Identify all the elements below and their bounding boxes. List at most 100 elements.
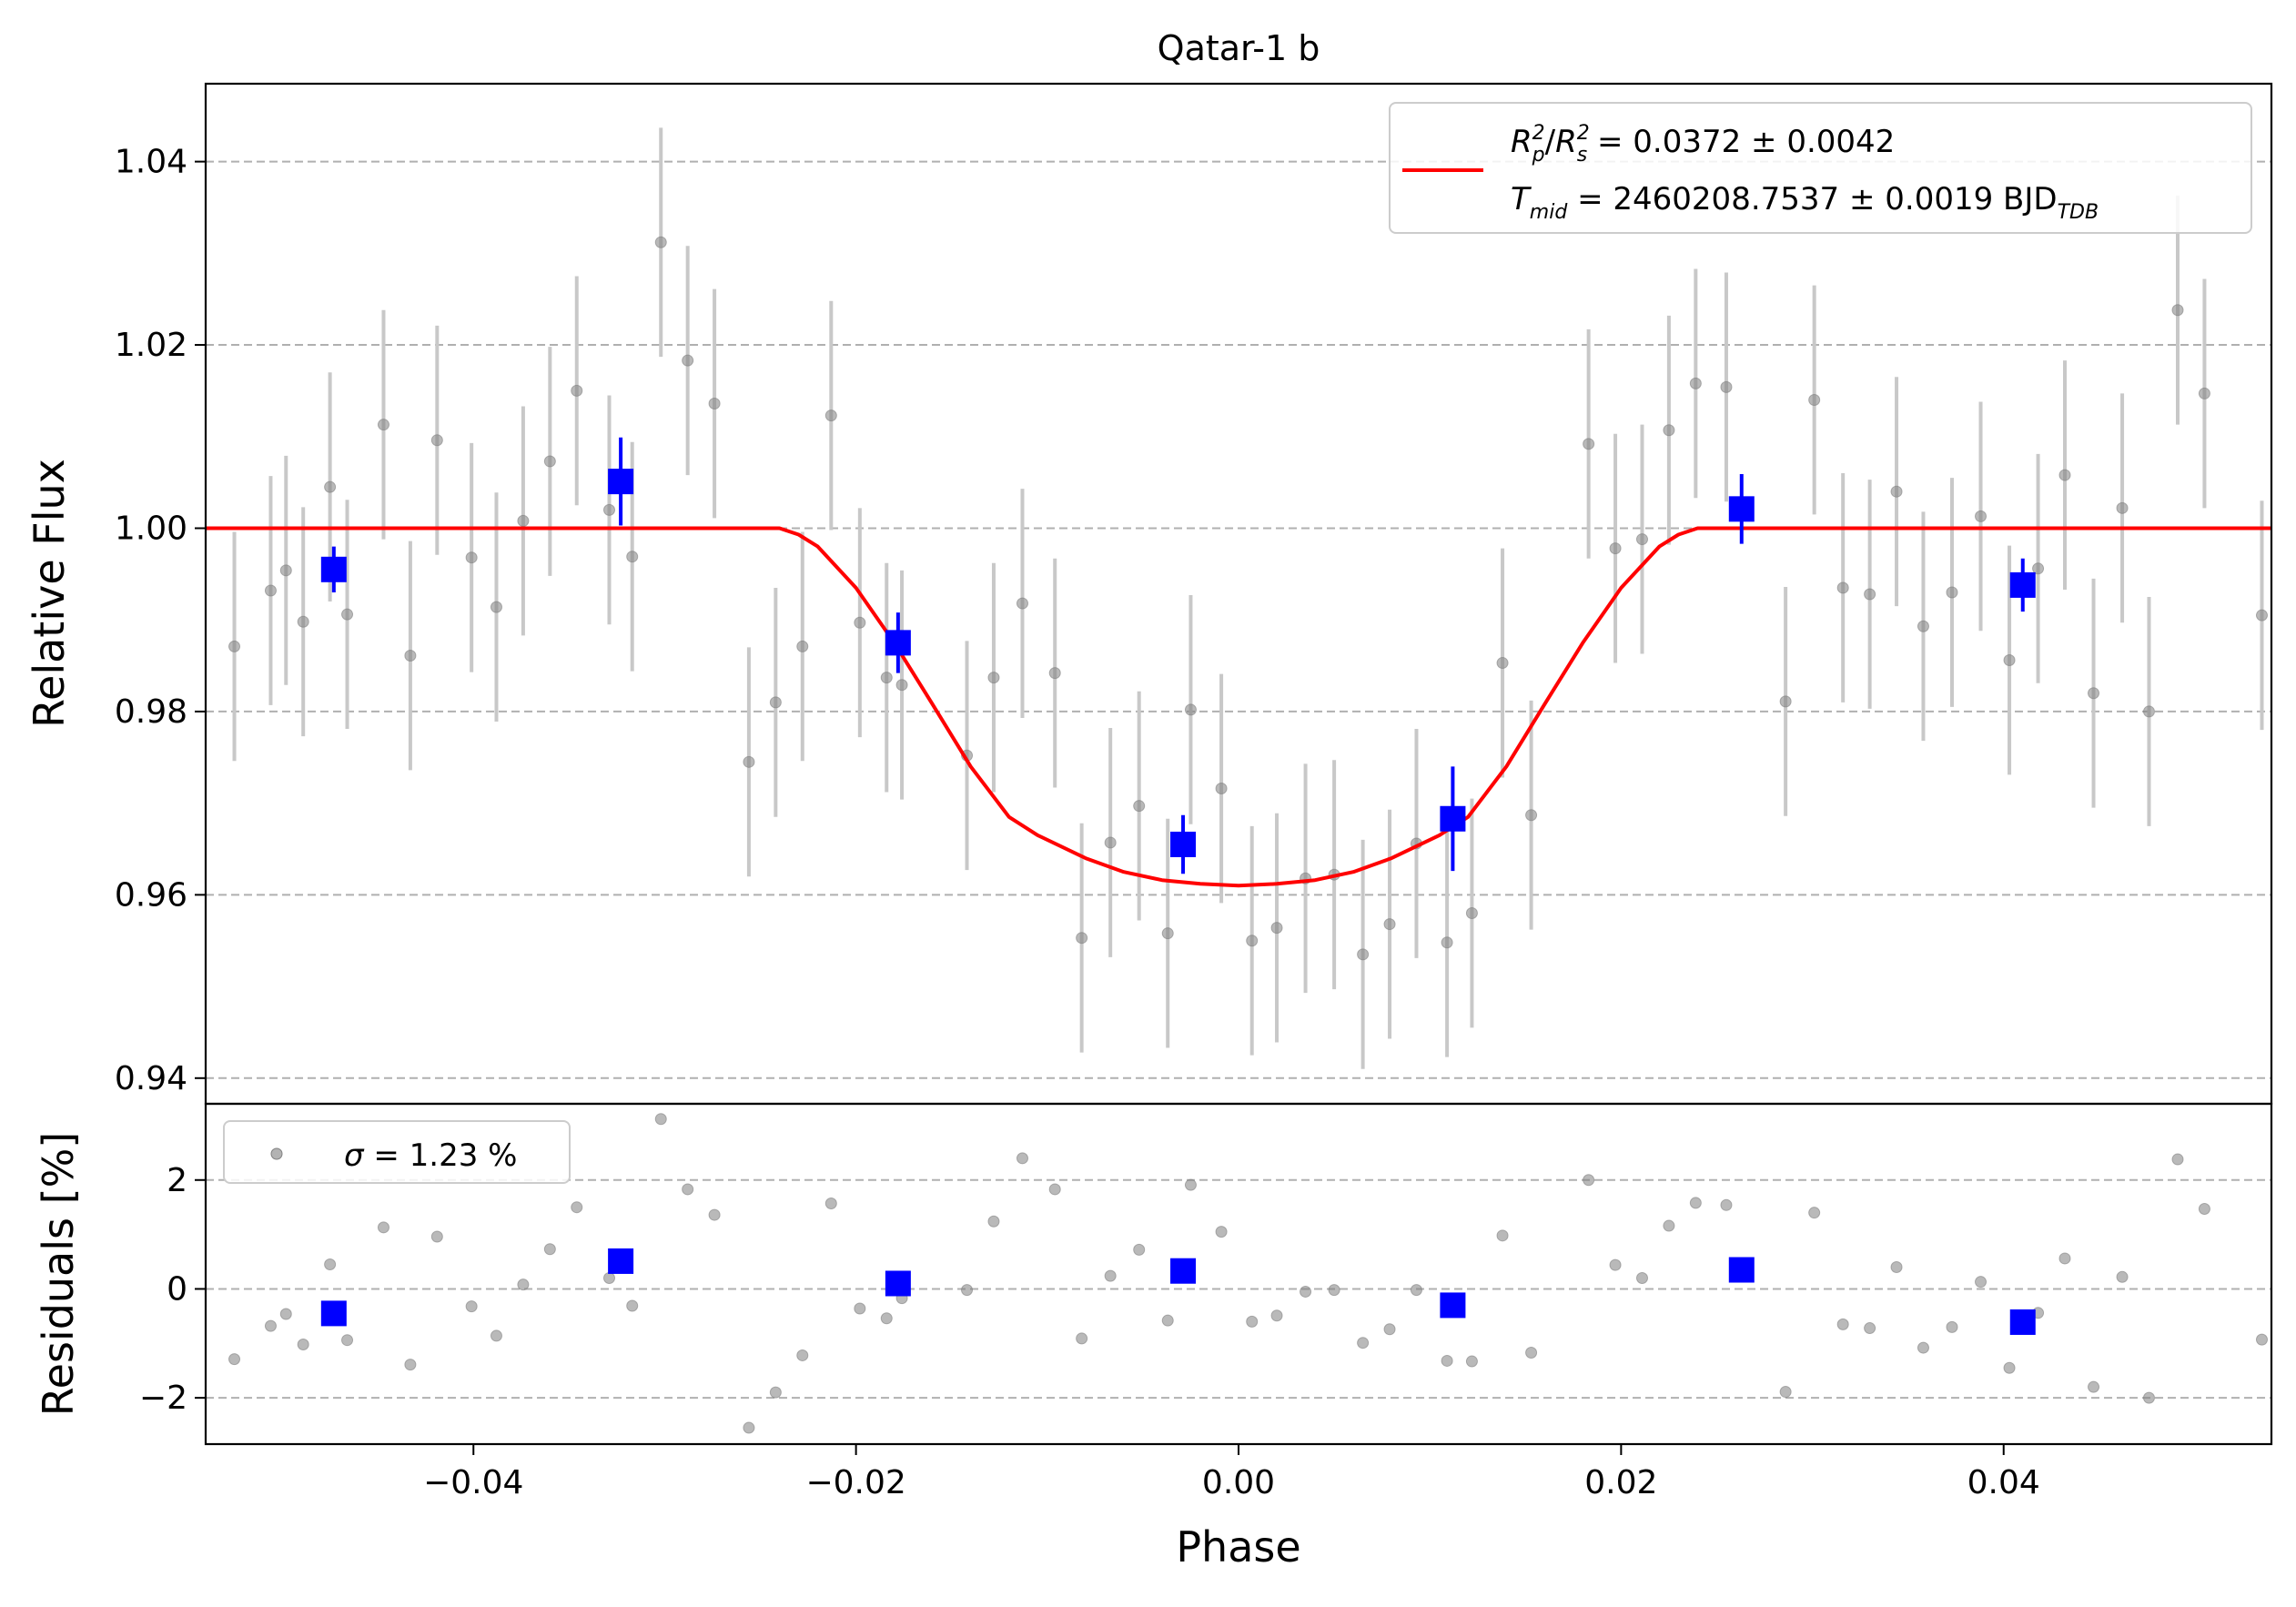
residual-point	[377, 1221, 389, 1234]
residual-point	[1689, 1197, 1702, 1209]
residual-point	[743, 1421, 755, 1434]
raw-point	[1246, 935, 1259, 947]
binned-points	[320, 437, 2036, 874]
residual-point	[1410, 1284, 1422, 1297]
residual-point	[1663, 1219, 1675, 1232]
raw-point	[2032, 562, 2045, 575]
residual-point	[1383, 1323, 1396, 1336]
residual-point	[1215, 1226, 1228, 1238]
raw-point	[1161, 927, 1174, 940]
main-y-tick-label: 0.94	[115, 1060, 187, 1097]
legend-midtime-t: T	[1511, 181, 1532, 217]
residual-point	[1328, 1284, 1340, 1297]
main-legend: R2 p/R2 s = 0.0372 ± 0.0042 Tmid = 2460208…	[1389, 102, 2252, 234]
legend-radius-ratio-b-sub: s	[1577, 144, 1587, 167]
residual-point	[1076, 1332, 1088, 1345]
raw-point	[1215, 783, 1228, 795]
raw-point	[2058, 469, 2071, 481]
legend-radius-ratio-a: R	[1511, 124, 1532, 160]
raw-point	[654, 236, 667, 248]
raw-point	[465, 551, 478, 564]
residual-point	[430, 1230, 443, 1243]
residual-point	[324, 1258, 337, 1271]
raw-point	[279, 564, 292, 577]
residual-point	[1048, 1183, 1061, 1196]
residual-point	[1917, 1341, 1929, 1354]
raw-point	[602, 503, 615, 516]
residual-binned-point	[1170, 1258, 1197, 1284]
residual-raw-points	[206, 1113, 2268, 1434]
residual-point	[465, 1300, 478, 1313]
x-tick-label: 0.00	[1202, 1464, 1275, 1501]
residual-point	[1016, 1152, 1028, 1165]
raw-point	[341, 608, 354, 621]
raw-point	[2142, 705, 2155, 718]
residual-point	[602, 1271, 615, 1284]
residual-point	[2171, 1153, 2184, 1166]
residual-point	[1609, 1258, 1622, 1271]
residual-point	[626, 1299, 639, 1312]
x-tick-label: −0.02	[805, 1464, 905, 1501]
residual-point	[1441, 1354, 1453, 1367]
residual-point	[1583, 1174, 1595, 1187]
model-curve	[206, 526, 2271, 888]
raw-point	[1836, 581, 1849, 594]
residual-point	[1161, 1314, 1174, 1327]
main-y-tick-label: 1.04	[115, 144, 187, 181]
residual-point	[2255, 1333, 2268, 1346]
residual-binned-points	[320, 1248, 2036, 1335]
raw-point	[743, 755, 755, 768]
residual-y-tick-label: 0	[167, 1270, 187, 1308]
main-y-tick-label: 0.98	[115, 693, 187, 731]
raw-point	[490, 601, 502, 613]
residual-point	[1864, 1322, 1876, 1335]
raw-point	[1496, 657, 1509, 670]
raw-point	[796, 640, 809, 652]
raw-point	[1076, 932, 1088, 945]
raw-point	[1583, 438, 1595, 450]
legend-midtime-sub: mid	[1530, 201, 1569, 224]
residual-point	[2058, 1252, 2071, 1265]
residual-point	[1779, 1386, 1792, 1399]
legend-midtime-value: = 2460208.7537 ± 0.0019 BJD	[1567, 181, 2057, 217]
raw-point	[264, 584, 277, 597]
residual-point	[854, 1302, 866, 1315]
raw-point	[1525, 809, 1538, 822]
raw-point	[1270, 922, 1283, 935]
residual-point	[1300, 1285, 1312, 1298]
raw-point	[895, 679, 908, 692]
raw-point	[404, 649, 417, 662]
residual-point	[961, 1284, 974, 1297]
binned-point	[1170, 831, 1197, 857]
residual-binned-point	[608, 1248, 634, 1274]
raw-point	[1441, 936, 1453, 949]
legend-midtime-unit-sub: TDB	[2058, 201, 2099, 224]
residual-point	[796, 1349, 809, 1361]
raw-point	[2171, 304, 2184, 317]
residual-binned-point	[1440, 1292, 1466, 1319]
raw-point	[1663, 424, 1675, 437]
residual-point	[1133, 1243, 1146, 1256]
raw-point	[2003, 654, 2016, 667]
raw-point	[430, 434, 443, 447]
residual-point	[654, 1113, 667, 1126]
raw-point	[1133, 800, 1146, 813]
residual-binned-point	[885, 1270, 911, 1297]
residual-point	[1946, 1320, 1958, 1333]
residual-point	[708, 1208, 721, 1221]
residual-point	[880, 1312, 893, 1325]
raw-point	[1383, 918, 1396, 931]
x-tick-label: 0.02	[1584, 1464, 1657, 1501]
residual-point	[341, 1334, 354, 1347]
raw-point	[1808, 393, 1821, 406]
residual-legend: σ = 1.23 %	[223, 1120, 571, 1184]
residual-point	[987, 1215, 1000, 1228]
raw-point	[543, 455, 556, 468]
residual-y-tick-label: 2	[167, 1162, 187, 1199]
raw-points	[206, 236, 2268, 961]
main-y-tick-label: 0.96	[115, 876, 187, 914]
raw-point	[1016, 597, 1028, 610]
